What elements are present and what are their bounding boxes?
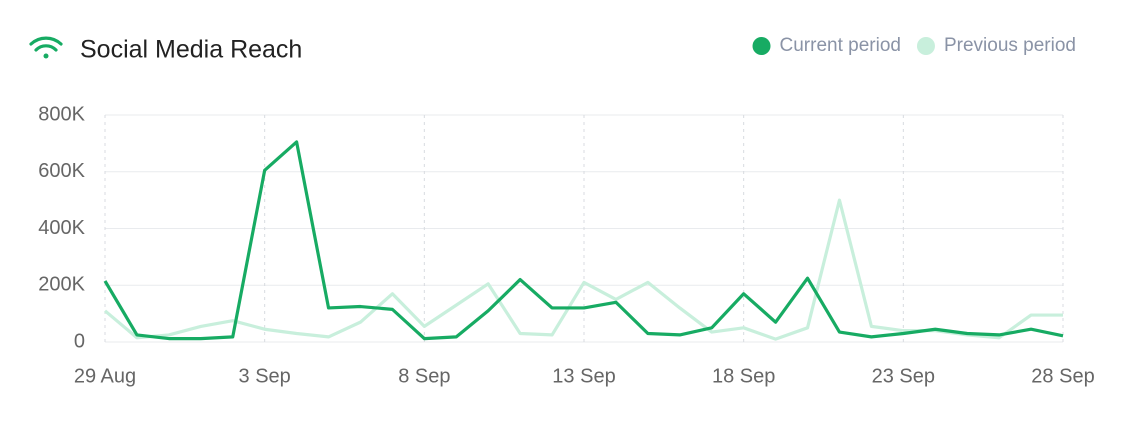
y-tick-label: 200K: [38, 274, 85, 296]
legend-marker: [752, 37, 771, 55]
x-tick-label: 23 Sep: [872, 365, 935, 387]
legend-label: Current period: [780, 35, 901, 56]
x-tick-label: 13 Sep: [552, 365, 615, 387]
x-tick-label: 3 Sep: [239, 365, 291, 387]
y-tick-label: 800K: [38, 103, 85, 125]
chart-title: Social Media Reach: [80, 36, 302, 64]
x-tick-label: 28 Sep: [1031, 365, 1094, 387]
y-tick-label: 400K: [38, 217, 85, 239]
y-tick-label: 0: [74, 330, 85, 352]
y-tick-label: 600K: [38, 160, 85, 182]
x-tick-label: 29 Aug: [74, 365, 136, 387]
series-line: [103, 140, 1064, 341]
x-tick-label: 18 Sep: [712, 365, 775, 387]
legend-marker: [916, 37, 935, 55]
legend-label: Previous period: [944, 35, 1076, 56]
x-tick-label: 8 Sep: [398, 365, 450, 387]
series-line: [103, 198, 1063, 341]
wifi-icon: [29, 36, 63, 59]
